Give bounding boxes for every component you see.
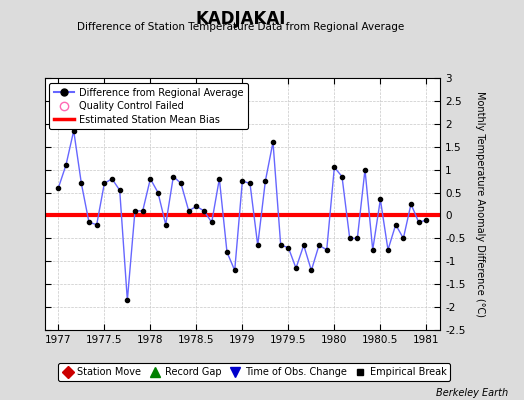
Legend: Difference from Regional Average, Quality Control Failed, Estimated Station Mean: Difference from Regional Average, Qualit…	[49, 83, 248, 129]
Text: Difference of Station Temperature Data from Regional Average: Difference of Station Temperature Data f…	[78, 22, 405, 32]
Text: Berkeley Earth: Berkeley Earth	[436, 388, 508, 398]
Y-axis label: Monthly Temperature Anomaly Difference (°C): Monthly Temperature Anomaly Difference (…	[475, 91, 485, 317]
Legend: Station Move, Record Gap, Time of Obs. Change, Empirical Break: Station Move, Record Gap, Time of Obs. C…	[58, 363, 451, 381]
Text: KADJAKAI: KADJAKAI	[196, 10, 286, 28]
